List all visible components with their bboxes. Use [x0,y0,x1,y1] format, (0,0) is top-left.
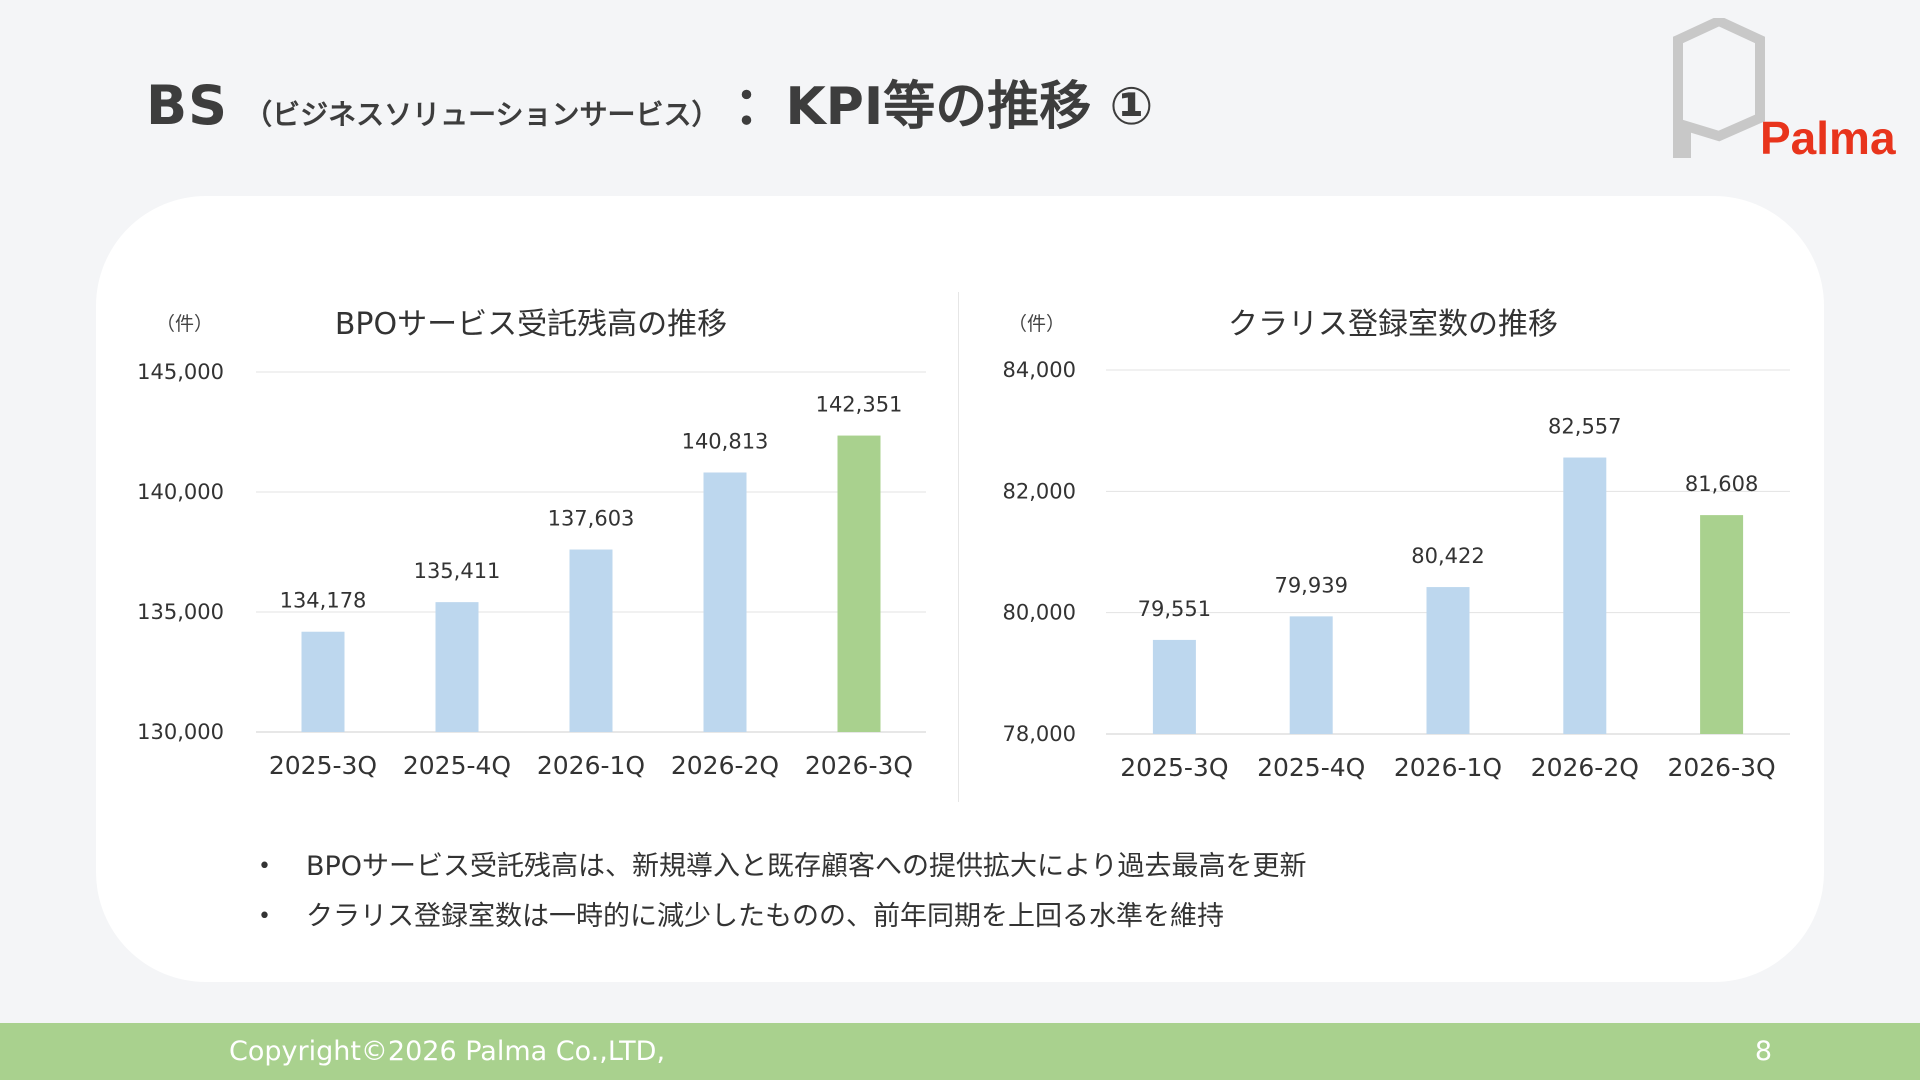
note-text: クラリス登録室数は一時的に減少したものの、前年同期を上回る水準を維持 [306,901,1224,932]
title-kpi: ：KPI等の推移 ① [733,77,1154,137]
data-label: 142,351 [816,393,903,417]
bar [1152,639,1196,734]
data-label: 79,551 [1138,597,1211,621]
chart-bpo-balance: （件） BPOサービス受託残高の推移 130,000 135,000 140,000 14… [110,290,950,800]
bar [1700,515,1744,734]
chart-bpo-svg: （件） BPOサービス受託残高の推移 130,000 135,000 140,000 14… [137,307,926,780]
data-label: 137,603 [548,507,635,531]
palma-logo: Palma [1672,15,1902,164]
data-label: 82,557 [1548,415,1621,439]
chart-title: クラリス登録室数の推移 [1228,307,1558,342]
y-tick-label: 130,000 [137,720,224,744]
chart-unit-label: （件） [1008,313,1065,335]
bar [435,602,479,732]
x-tick-label: 2026-1Q [537,751,645,780]
chart-clarice-svg: （件） クラリス登録室数の推移 78,000 80,000 82,000 84,000 79… [1003,307,1790,782]
bar [1289,616,1333,734]
copyright-text: Copyright©2026 Palma Co.,LTD, [229,1036,666,1067]
y-tick-label: 140,000 [137,480,224,504]
x-tick-label: 2025-4Q [1257,753,1365,782]
y-tick-label: 82,000 [1003,479,1076,503]
data-label: 135,411 [414,559,501,583]
y-tick-label: 84,000 [1003,358,1076,382]
bar [301,631,345,732]
page-number: 8 [1754,1036,1772,1067]
bar [837,435,881,732]
data-label: 134,178 [280,589,367,613]
note-item: • クラリス登録室数は一時的に減少したものの、前年同期を上回る水準を維持 [258,892,1307,942]
footer-bar: Copyright©2026 Palma Co.,LTD, 8 [0,1023,1920,1080]
bullet-icon: • [258,854,271,879]
chart-unit-label: （件） [156,313,213,335]
data-label: 81,608 [1685,472,1758,496]
logo-text: Palma [1760,112,1896,158]
x-tick-label: 2026-1Q [1394,753,1502,782]
title-sub: （ビジネスソリューションサービス） [244,98,720,131]
chart-title: BPOサービス受託残高の推移 [335,307,727,342]
x-tick-label: 2025-3Q [1120,753,1228,782]
chart-divider [958,292,959,802]
x-tick-label: 2025-3Q [269,751,377,780]
bar [569,549,613,732]
chart-clarice-rooms: （件） クラリス登録室数の推移 78,000 80,000 82,000 84,000 79… [962,290,1802,800]
notes-list: • BPOサービス受託残高は、新規導入と既存顧客への提供拡大により過去最高を更新… [258,842,1307,942]
page-title: BS （ビジネスソリューションサービス） ：KPI等の推移 ① [146,64,1154,137]
data-label: 80,422 [1411,544,1484,568]
content-card [96,196,1824,982]
x-tick-label: 2026-3Q [1667,753,1775,782]
bar [703,472,747,732]
note-text: BPOサービス受託残高は、新規導入と既存顧客への提供拡大により過去最高を更新 [306,851,1307,882]
data-label: 79,939 [1274,573,1347,597]
x-tick-label: 2026-2Q [1531,753,1639,782]
x-tick-label: 2026-3Q [805,751,913,780]
bar [1426,587,1470,734]
y-tick-label: 135,000 [137,600,224,624]
y-tick-label: 80,000 [1003,601,1076,625]
y-tick-label: 145,000 [137,360,224,384]
y-tick-label: 78,000 [1003,722,1076,746]
note-item: • BPOサービス受託残高は、新規導入と既存顧客への提供拡大により過去最高を更新 [258,842,1307,892]
bullet-icon: • [258,904,271,929]
x-tick-label: 2026-2Q [671,751,779,780]
title-main: BS [146,74,229,137]
data-label: 140,813 [682,429,769,453]
x-tick-label: 2025-4Q [403,751,511,780]
logo-mark-icon [1673,15,1765,159]
bar [1563,457,1607,734]
